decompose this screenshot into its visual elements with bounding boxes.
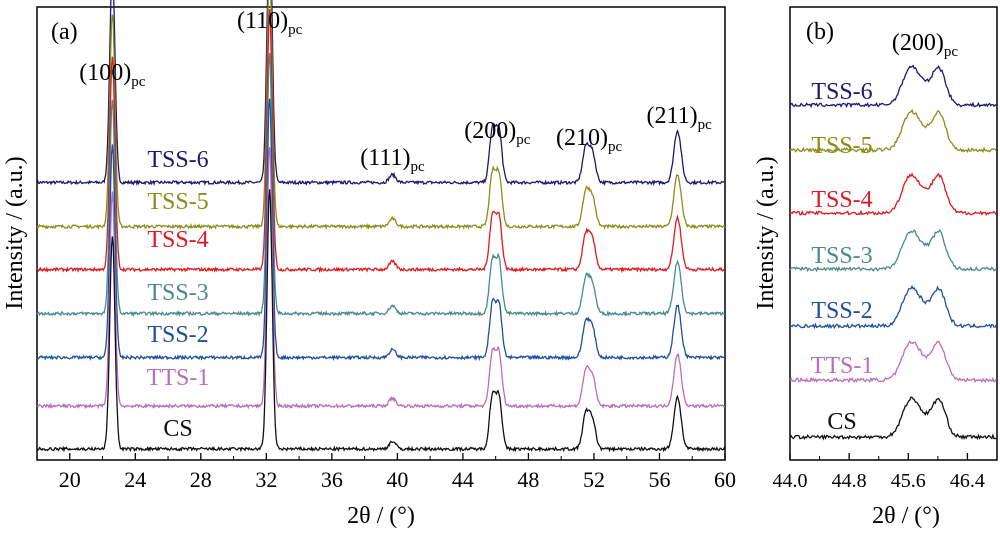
- sample-label-b-cs: CS: [827, 409, 856, 435]
- peak-label: (111)pc: [360, 145, 425, 175]
- peak-label: (211)pc: [647, 103, 713, 133]
- panel-b-series: [789, 64, 997, 441]
- peak-label-200: (200)pc: [892, 30, 958, 60]
- sample-label-b-tss-5: TSS-5: [811, 133, 872, 159]
- panel-b-label: (b): [806, 19, 834, 45]
- panel-a-ticks: 20 24 28 32 36 40 44 48 52 56 60: [59, 453, 736, 492]
- panel-b: (b) Intensity / (a.u.) 2θ / (°) 44.0 44.8…: [753, 6, 998, 529]
- peak-label: (110)pc: [237, 8, 303, 38]
- panel-b-frame: [789, 6, 998, 461]
- series-line-b-tss-2: [789, 284, 997, 330]
- x-tick-label: 44.8: [832, 470, 867, 492]
- x-tick-label: 44: [452, 467, 474, 492]
- x-tick-label: 52: [583, 467, 605, 492]
- peak-label: (200)pc: [464, 118, 530, 148]
- x-tick-label: 60: [714, 467, 736, 492]
- panel-a-label: (a): [51, 19, 78, 45]
- series-line-cs: [36, 189, 726, 453]
- series-line-b-tss-5: [789, 108, 997, 154]
- panel-b-sample-labels: TSS-6 TSS-5 TSS-4 TSS-3 TSS-2 TTS-1 CS: [811, 79, 874, 435]
- series-line-b-cs: [789, 396, 997, 441]
- x-tick-label: 28: [190, 467, 212, 492]
- panel-a-xlabel: 2θ / (°): [347, 503, 415, 529]
- series-line-b-tss-3: [789, 229, 997, 273]
- panel-a-frame: [36, 6, 726, 461]
- x-tick-label: 20: [59, 467, 81, 492]
- sample-label-b-tts-1: TTS-1: [811, 353, 874, 379]
- x-tick-label: 24: [124, 467, 146, 492]
- panel-b-peak-label: (200)pc: [892, 30, 958, 60]
- x-tick-label: 36: [321, 467, 343, 492]
- series-line-tss-5: [36, 0, 726, 230]
- x-tick-label: 45.6: [891, 470, 926, 492]
- sample-label-tss-5: TSS-5: [147, 189, 208, 215]
- series-line-b-tts-1: [789, 340, 997, 384]
- series-line-tss-6: [36, 0, 726, 187]
- x-tick-label: 44.0: [773, 470, 808, 492]
- sample-label-tts-1: TTS-1: [147, 365, 210, 391]
- panel-b-xlabel: 2θ / (°): [872, 503, 940, 529]
- sample-label-tss-3: TSS-3: [147, 280, 208, 306]
- x-tick-label: 40: [386, 467, 408, 492]
- panel-b-ticks: 44.0 44.8 45.6 46.4: [773, 453, 985, 492]
- series-line-tss-2: [36, 98, 726, 362]
- series-line-tts-1: [36, 146, 726, 410]
- sample-label-b-tss-2: TSS-2: [811, 298, 872, 324]
- panel-a-series: [36, 0, 726, 453]
- sample-label-cs: CS: [163, 416, 192, 442]
- peak-label: (210)pc: [556, 125, 622, 155]
- panel-b-ylabel: Intensity / (a.u.): [753, 156, 779, 309]
- x-tick-label: 48: [517, 467, 539, 492]
- series-line-tss-4: [36, 9, 726, 274]
- panel-a-ylabel: Intensity / (a.u.): [2, 156, 28, 309]
- panel-a: (a) Intensity / (a.u.) 2θ / (°) 20 24 28 32…: [2, 0, 736, 529]
- panel-a-sample-labels: TSS-6 TSS-5 TSS-4 TSS-3 TSS-2 TTS-1 CS: [147, 147, 210, 442]
- x-tick-label: 32: [255, 467, 277, 492]
- series-line-tss-3: [36, 52, 726, 318]
- panel-a-peak-labels: (100)pc (110)pc (111)pc (200)pc (210)pc (211)…: [79, 8, 712, 175]
- sample-label-tss-2: TSS-2: [147, 322, 208, 348]
- sample-label-b-tss-3: TSS-3: [811, 243, 872, 269]
- x-tick-label: 56: [648, 467, 670, 492]
- sample-label-b-tss-4: TSS-4: [811, 187, 872, 213]
- x-tick-label: 46.4: [950, 470, 985, 492]
- sample-label-tss-6: TSS-6: [147, 147, 208, 173]
- sample-label-b-tss-6: TSS-6: [811, 79, 872, 105]
- series-line-b-tss-4: [789, 172, 997, 216]
- peak-label: (100)pc: [79, 60, 145, 90]
- sample-label-tss-4: TSS-4: [147, 227, 208, 253]
- series-line-b-tss-6: [789, 64, 997, 109]
